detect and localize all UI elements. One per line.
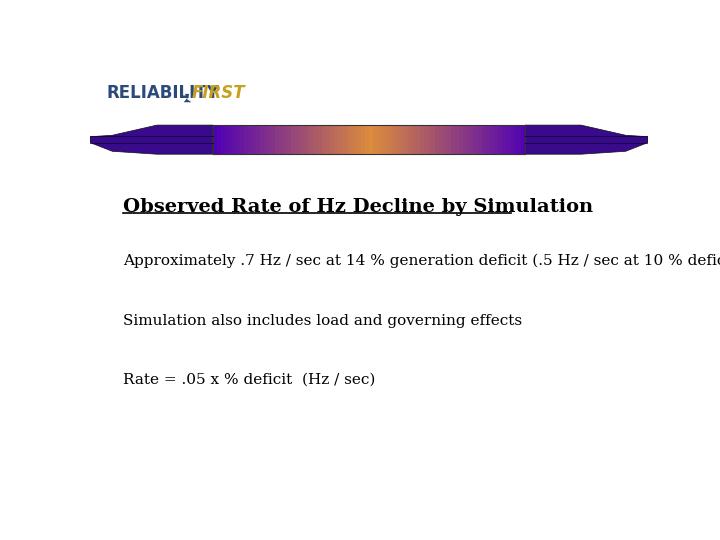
Bar: [521, 125, 526, 154]
Polygon shape: [90, 125, 213, 154]
Bar: [518, 125, 522, 154]
Bar: [482, 125, 487, 154]
Bar: [354, 125, 358, 154]
Bar: [267, 125, 272, 154]
Bar: [264, 125, 268, 154]
Bar: [294, 125, 300, 154]
Bar: [513, 125, 518, 154]
Bar: [486, 125, 490, 154]
Polygon shape: [184, 94, 192, 102]
Bar: [478, 125, 483, 154]
Text: Observed Rate of Hz Decline by Simulation: Observed Rate of Hz Decline by Simulatio…: [124, 198, 593, 216]
Bar: [287, 125, 292, 154]
Bar: [471, 125, 475, 154]
Bar: [392, 125, 397, 154]
Bar: [326, 125, 330, 154]
Bar: [369, 125, 374, 154]
Bar: [315, 125, 319, 154]
Bar: [361, 125, 366, 154]
Bar: [236, 125, 240, 154]
Text: Approximately .7 Hz / sec at 14 % generation deficit (.5 Hz / sec at 10 % defici: Approximately .7 Hz / sec at 14 % genera…: [124, 254, 720, 268]
Bar: [291, 125, 295, 154]
Bar: [217, 125, 221, 154]
Bar: [420, 125, 424, 154]
Bar: [384, 125, 389, 154]
Bar: [510, 125, 514, 154]
Polygon shape: [526, 125, 648, 154]
Bar: [307, 125, 311, 154]
Bar: [459, 125, 463, 154]
Bar: [455, 125, 459, 154]
Bar: [271, 125, 276, 154]
Bar: [252, 125, 256, 154]
Bar: [428, 125, 432, 154]
Bar: [342, 125, 346, 154]
Bar: [416, 125, 420, 154]
Bar: [349, 125, 354, 154]
Bar: [338, 125, 342, 154]
Text: Rate = .05 x % deficit  (Hz / sec): Rate = .05 x % deficit (Hz / sec): [124, 373, 376, 387]
Bar: [228, 125, 233, 154]
Bar: [396, 125, 401, 154]
Bar: [439, 125, 444, 154]
Bar: [447, 125, 451, 154]
Bar: [240, 125, 245, 154]
Bar: [330, 125, 334, 154]
Text: Simulation also includes load and governing effects: Simulation also includes load and govern…: [124, 314, 523, 328]
Bar: [389, 125, 393, 154]
Bar: [494, 125, 498, 154]
Bar: [310, 125, 315, 154]
Bar: [279, 125, 284, 154]
Bar: [373, 125, 377, 154]
Bar: [463, 125, 467, 154]
Bar: [505, 125, 510, 154]
Bar: [474, 125, 479, 154]
Bar: [233, 125, 237, 154]
Bar: [400, 125, 405, 154]
Bar: [357, 125, 361, 154]
Bar: [412, 125, 416, 154]
Bar: [490, 125, 495, 154]
Bar: [260, 125, 264, 154]
Bar: [302, 125, 307, 154]
Bar: [299, 125, 303, 154]
Bar: [220, 125, 225, 154]
Bar: [423, 125, 428, 154]
Bar: [381, 125, 385, 154]
Bar: [377, 125, 382, 154]
Bar: [436, 125, 440, 154]
Bar: [498, 125, 503, 154]
Bar: [404, 125, 409, 154]
Bar: [248, 125, 253, 154]
Bar: [408, 125, 413, 154]
Bar: [322, 125, 327, 154]
Text: FIRST: FIRST: [192, 84, 246, 102]
Bar: [444, 125, 448, 154]
Bar: [334, 125, 338, 154]
Bar: [275, 125, 279, 154]
Bar: [467, 125, 471, 154]
Bar: [502, 125, 506, 154]
Bar: [225, 125, 229, 154]
Bar: [431, 125, 436, 154]
Bar: [451, 125, 456, 154]
Bar: [346, 125, 350, 154]
Bar: [283, 125, 287, 154]
Bar: [213, 125, 217, 154]
Bar: [256, 125, 260, 154]
Bar: [244, 125, 248, 154]
Bar: [318, 125, 323, 154]
Text: RELIABILITY: RELIABILITY: [107, 84, 220, 102]
Bar: [365, 125, 369, 154]
